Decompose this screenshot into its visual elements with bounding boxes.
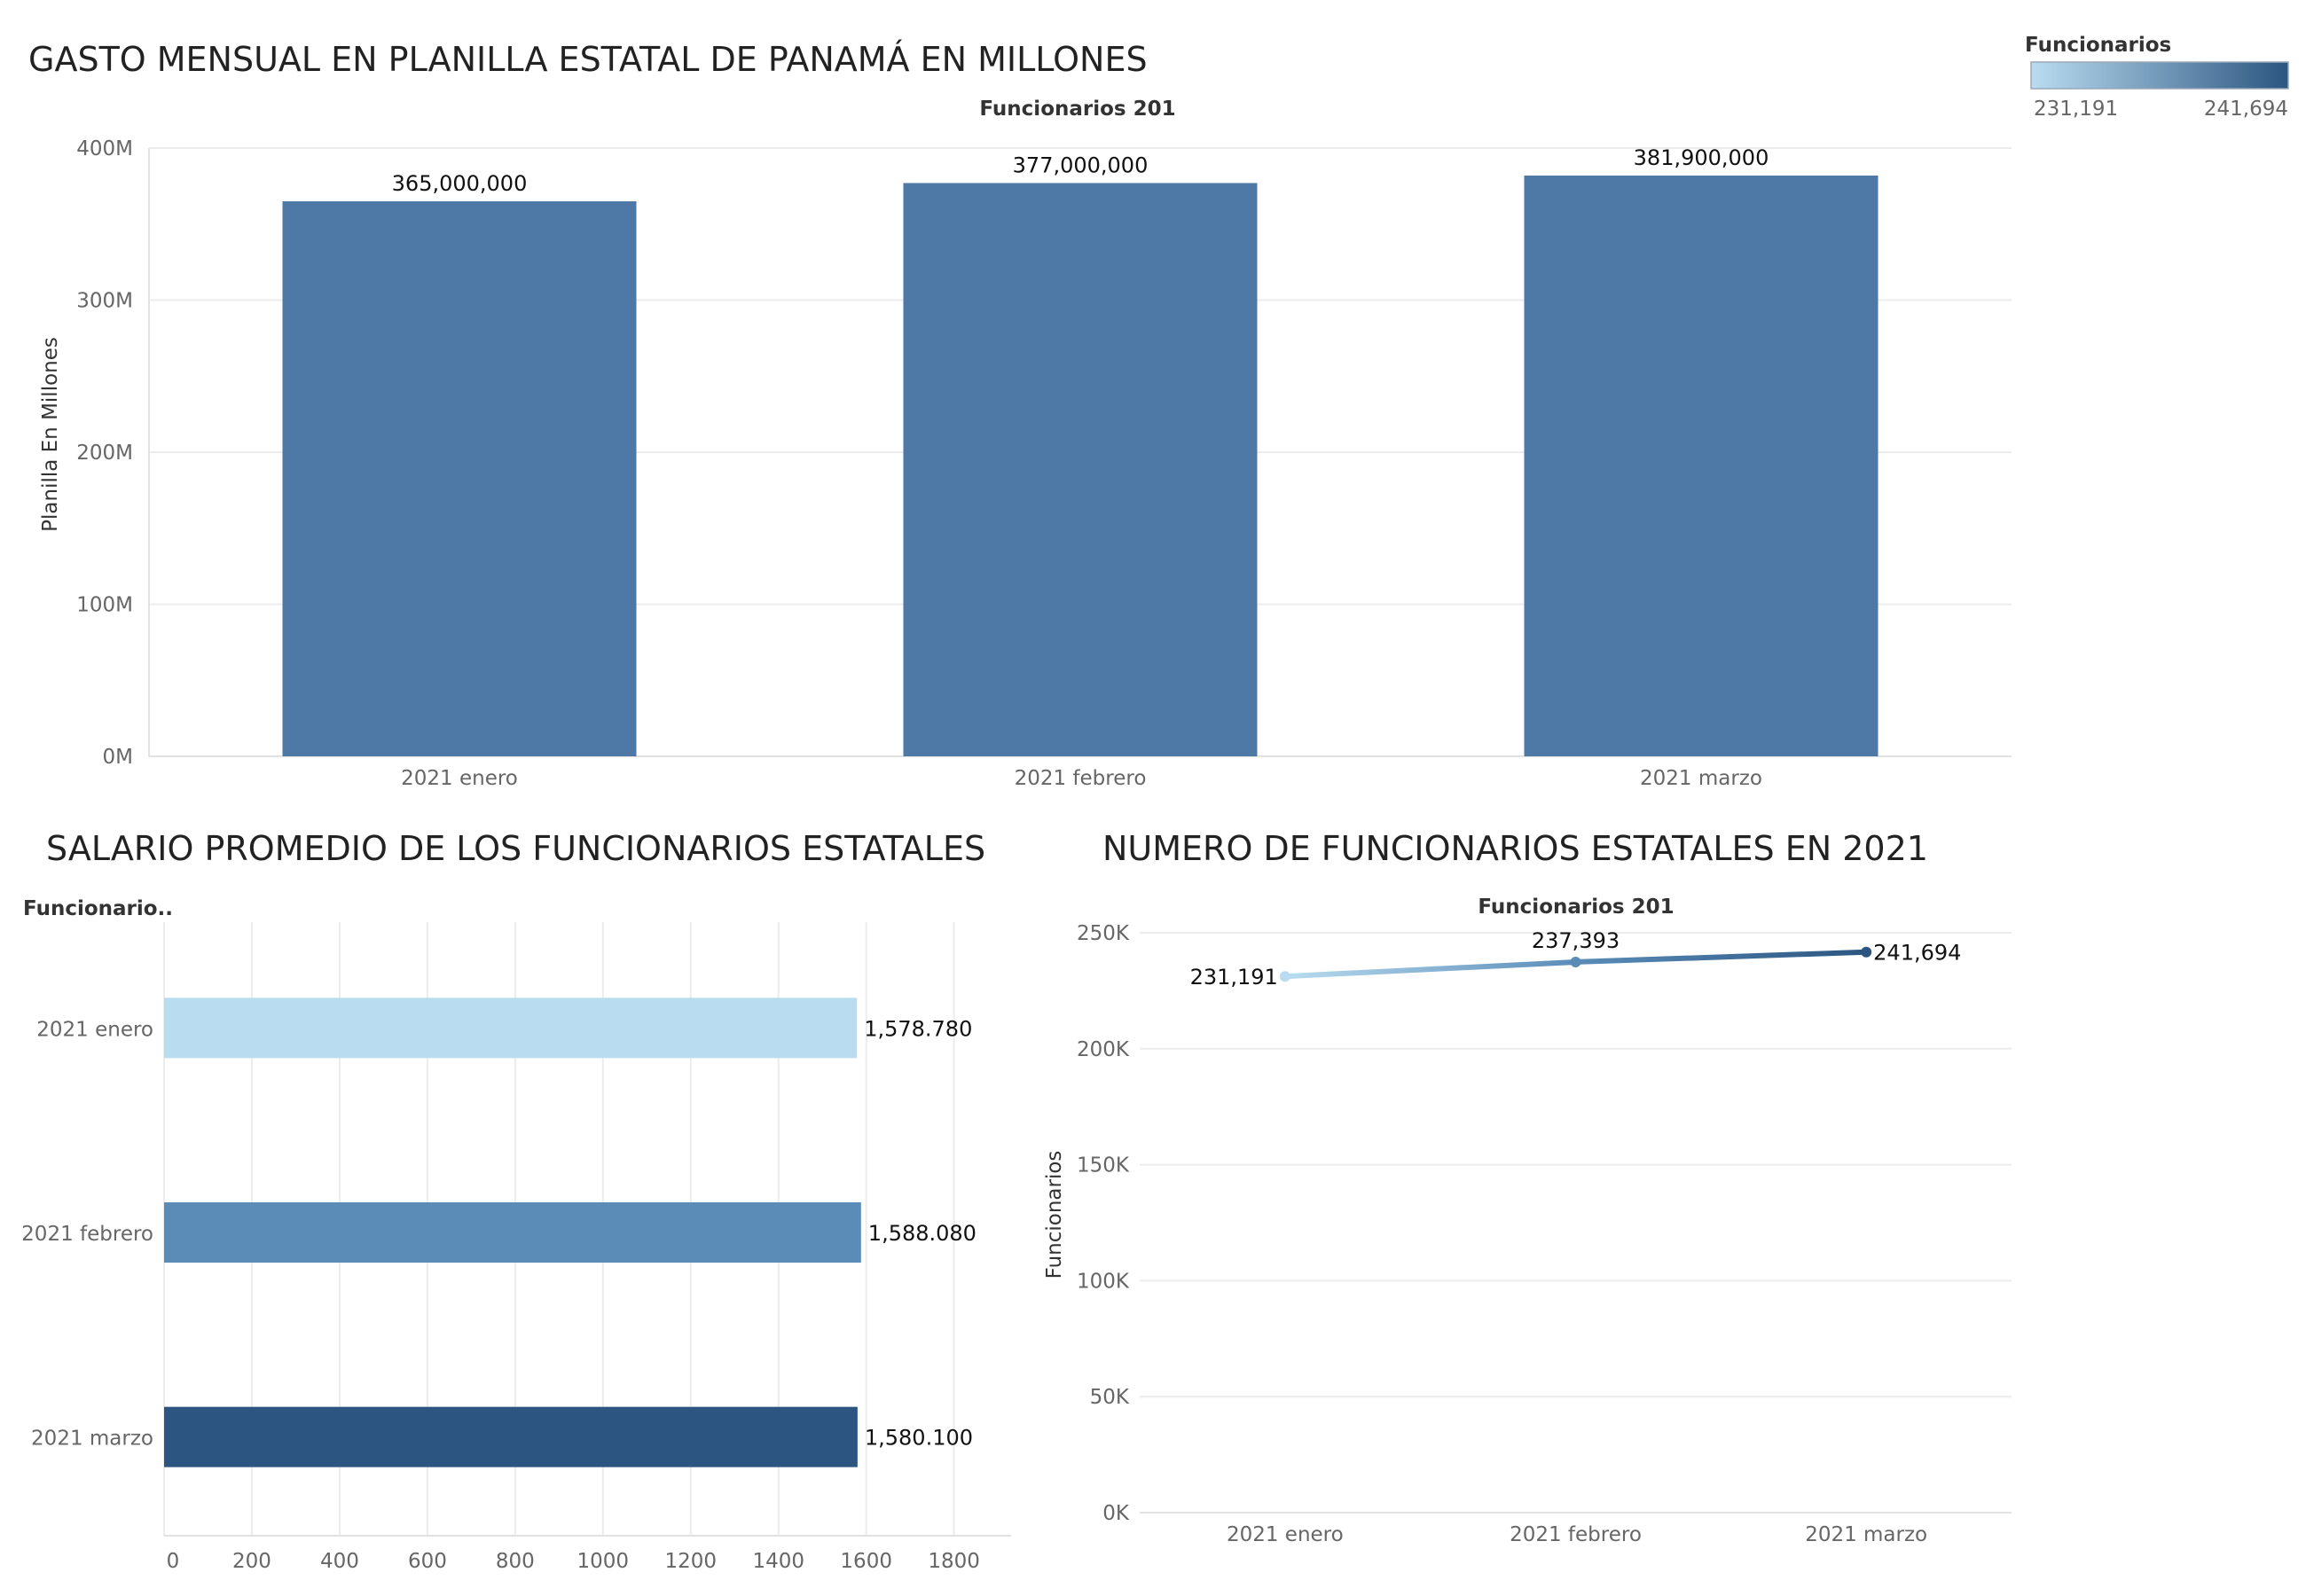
payroll-bar (903, 183, 1258, 756)
salary-x-tick-label: 1400 (752, 1550, 804, 1573)
payroll-y-ticks: 0M 100M 200M 300M 400M (76, 137, 133, 769)
payroll-x-ticks: 2021 enero 2021 febrero 2021 marzo (401, 767, 1762, 790)
employees-point (1570, 956, 1581, 967)
salary-x-tick-label: 1600 (840, 1550, 892, 1573)
salary-x-tick-label: 600 (408, 1550, 447, 1573)
employees-value-label: 241,694 (1873, 941, 1961, 966)
salary-bar (164, 1202, 861, 1263)
salary-x-ticks: 0 200 400 600 800 1000 1200 1400 1600 1800 (167, 1550, 980, 1573)
payroll-chart-title: GASTO MENSUAL EN PLANILLA ESTATAL DE PAN… (28, 40, 1148, 79)
employees-y-tick-label: 50K (1090, 1386, 1130, 1409)
employees-y-tick-label: 200K (1077, 1038, 1130, 1061)
payroll-y-tick-label: 0M (103, 746, 133, 769)
salary-x-tick-label: 0 (167, 1550, 180, 1573)
salary-chart: SALARIO PROMEDIO DE LOS FUNCIONARIOS EST… (21, 829, 1011, 1573)
employees-y-ticks: 0K 50K 100K 150K 200K 250K (1077, 922, 1130, 1525)
salary-x-tick-label: 1800 (928, 1550, 980, 1573)
employees-x-tick-label: 2021 enero (1227, 1523, 1344, 1546)
salary-bar (164, 998, 858, 1059)
salary-category-label: 2021 enero (36, 1018, 153, 1041)
salary-category-label: 2021 febrero (21, 1223, 153, 1246)
salary-bars (164, 998, 861, 1467)
employees-y-axis-title: Funcionarios (1043, 1151, 1066, 1279)
employees-y-tick-label: 100K (1077, 1270, 1130, 1293)
color-legend: Funcionarios 231,191 241,694 (2025, 34, 2289, 121)
salary-category-label: 2021 marzo (31, 1428, 153, 1451)
legend-color-ramp (2030, 61, 2289, 90)
payroll-y-tick-label: 200M (76, 442, 133, 465)
employees-chart-title: NUMERO DE FUNCIONARIOS ESTATALES EN 2021 (1102, 829, 1928, 868)
salary-x-tick-label: 800 (496, 1550, 535, 1573)
payroll-chart-subtitle: Funcionarios 201 (979, 98, 1175, 121)
payroll-y-tick-label: 100M (76, 594, 133, 617)
legend-title: Funcionarios (2025, 34, 2171, 57)
salary-x-tick-label: 1000 (577, 1550, 630, 1573)
salary-bar-value-label: 1,588.080 (868, 1221, 977, 1246)
employees-points (1279, 946, 1872, 982)
employees-data-labels: 231,191 237,393 241,694 (1190, 928, 1962, 990)
payroll-y-axis-title: Planilla En Millones (39, 337, 62, 532)
salary-bar-value-label: 1,580.100 (865, 1426, 973, 1451)
employees-chart: NUMERO DE FUNCIONARIOS ESTATALES EN 2021… (1043, 829, 2012, 1546)
payroll-x-tick-label: 2021 enero (401, 767, 518, 790)
salary-x-tick-label: 200 (232, 1550, 271, 1573)
employees-x-ticks: 2021 enero 2021 febrero 2021 marzo (1227, 1523, 1927, 1546)
salary-x-tick-label: 400 (320, 1550, 359, 1573)
salary-chart-title: SALARIO PROMEDIO DE LOS FUNCIONARIOS EST… (46, 829, 985, 868)
salary-category-labels: 2021 enero 2021 febrero 2021 marzo (21, 1018, 153, 1450)
employees-value-label: 231,191 (1190, 965, 1278, 990)
employees-chart-subtitle: Funcionarios 201 (1478, 896, 1674, 919)
employees-point (1861, 946, 1872, 958)
employees-y-tick-label: 0K (1102, 1502, 1130, 1525)
employees-x-tick-label: 2021 marzo (1805, 1523, 1927, 1546)
payroll-bar (1524, 176, 1879, 756)
salary-data-labels: 1,578.780 1,588.080 1,580.100 (864, 1016, 977, 1450)
payroll-bar-value-label: 365,000,000 (392, 171, 528, 196)
salary-bar (164, 1406, 858, 1467)
payroll-bar-value-label: 377,000,000 (1013, 153, 1149, 177)
payroll-y-tick-label: 300M (76, 290, 133, 313)
employees-point (1279, 971, 1290, 982)
payroll-x-tick-label: 2021 marzo (1640, 767, 1762, 790)
payroll-bar-value-label: 381,900,000 (1634, 145, 1769, 170)
payroll-bars (282, 176, 1879, 756)
employees-y-tick-label: 250K (1077, 922, 1130, 945)
payroll-bar (282, 201, 637, 756)
employees-line-segment (1282, 958, 1579, 980)
employees-value-label: 237,393 (1532, 928, 1620, 953)
employees-x-tick-label: 2021 febrero (1510, 1523, 1642, 1546)
salary-bar-value-label: 1,578.780 (864, 1016, 972, 1041)
employees-line (1282, 949, 1870, 980)
payroll-x-tick-label: 2021 febrero (1015, 767, 1147, 790)
employees-gridlines (1140, 932, 2012, 1514)
salary-x-tick-label: 1200 (665, 1550, 718, 1573)
payroll-y-tick-label: 400M (76, 137, 133, 160)
legend-max-label: 241,694 (2204, 98, 2288, 121)
payroll-chart: GASTO MENSUAL EN PLANILLA ESTATAL DE PAN… (28, 40, 2012, 790)
employees-line-segment (1573, 949, 1870, 965)
payroll-data-labels: 365,000,000 377,000,000 381,900,000 (392, 145, 1769, 196)
legend-min-label: 231,191 (2034, 98, 2118, 121)
salary-row-header: Funcionario.. (23, 897, 173, 920)
employees-y-tick-label: 150K (1077, 1154, 1130, 1177)
